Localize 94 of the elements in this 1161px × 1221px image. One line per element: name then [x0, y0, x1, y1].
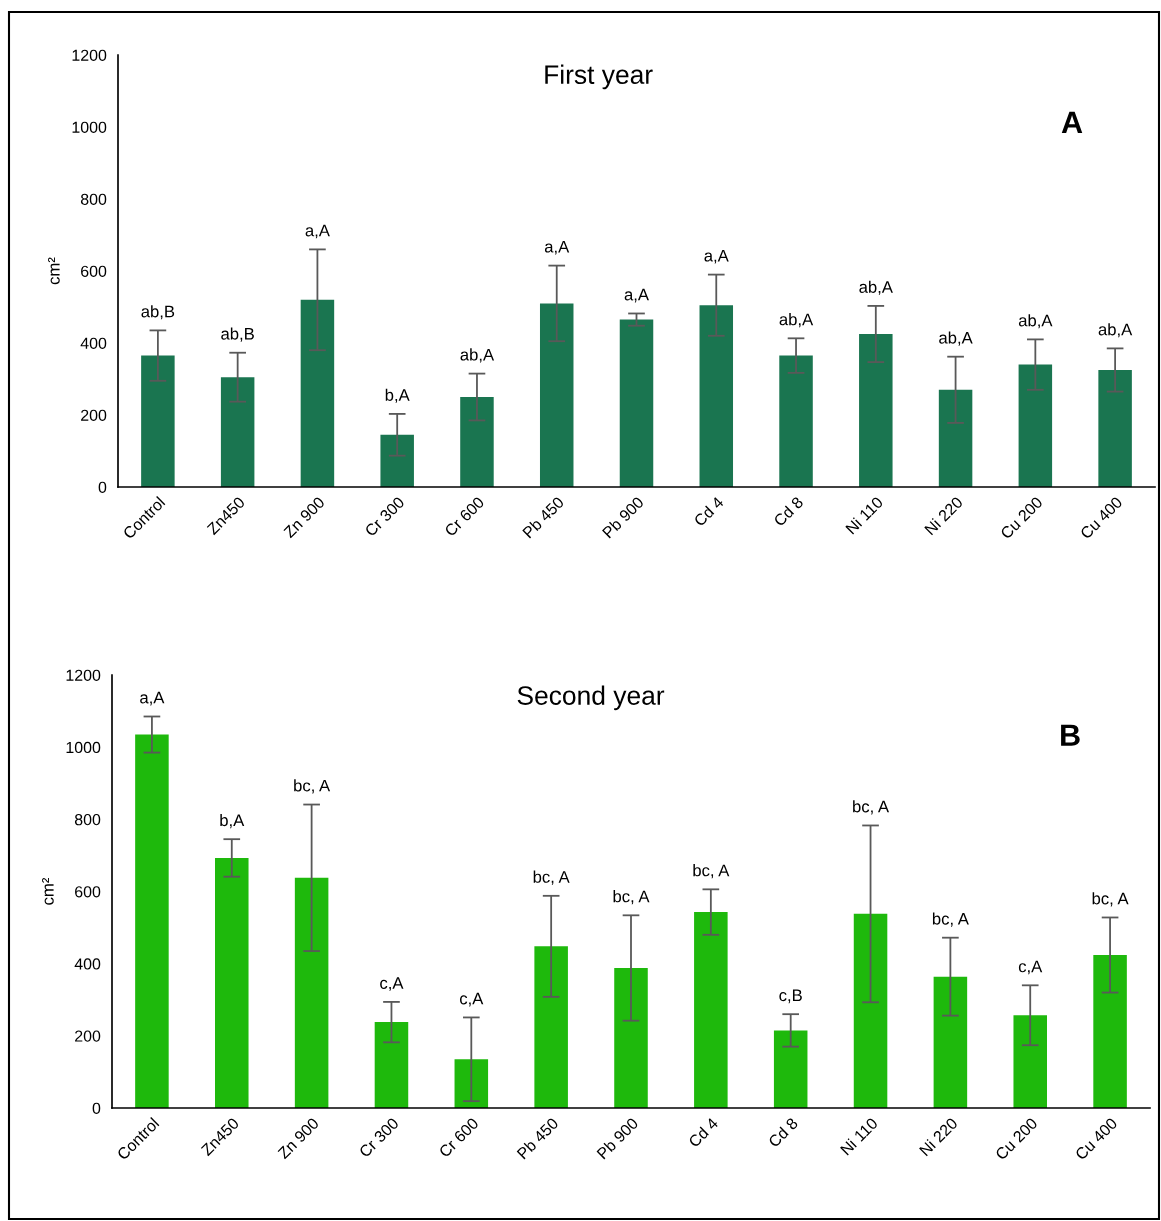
annotation: b,A — [385, 388, 410, 403]
bar — [933, 976, 968, 1108]
annotation: A — [1061, 111, 1083, 133]
annotation: bc, A — [613, 890, 650, 905]
y-tick-label: 800 — [80, 193, 107, 205]
y-axis-title: cm² — [48, 257, 60, 285]
bar — [374, 1022, 409, 1108]
bar — [938, 389, 973, 487]
bar — [773, 1030, 808, 1108]
bar — [460, 397, 494, 487]
annotation: bc, A — [533, 870, 570, 885]
bar — [699, 305, 734, 487]
chart-title: Second year — [517, 685, 665, 711]
bar — [1098, 370, 1132, 487]
annotation: ab,A — [1098, 323, 1133, 338]
y-axis-title: cm² — [42, 877, 54, 905]
x-tick-label: Cu 400 — [1074, 1117, 1118, 1161]
x-tick-label: Cd 8 — [767, 1116, 799, 1148]
annotation: ab,B — [221, 327, 254, 342]
annotation: ab,A — [779, 313, 814, 328]
annotation: ab,A — [859, 280, 893, 295]
bar — [1093, 955, 1127, 1108]
annotation: a,A — [305, 224, 330, 239]
x-tick-label: Cr 600 — [443, 496, 485, 537]
x-tick-label: Pb 450 — [516, 1116, 560, 1160]
annotation: c,A — [459, 992, 484, 1007]
annotation: c,A — [1018, 960, 1043, 975]
bar — [614, 968, 648, 1108]
annotation: ab,A — [1018, 314, 1053, 329]
bar — [619, 319, 654, 487]
annotation: bc, A — [294, 779, 331, 794]
annotation: a,A — [140, 691, 165, 706]
bar — [539, 303, 574, 487]
annotation: a,A — [624, 288, 649, 303]
bar — [1018, 364, 1053, 487]
annotation: bc, A — [853, 800, 890, 815]
bar — [779, 355, 813, 487]
y-tick-label: 200 — [75, 1030, 101, 1042]
bar — [1013, 1015, 1047, 1108]
bar — [135, 734, 169, 1108]
y-tick-label: 400 — [74, 958, 101, 970]
y-tick-label: 800 — [74, 813, 101, 826]
x-tick-label: Zn 900 — [277, 1117, 320, 1160]
bar — [454, 1059, 489, 1108]
annotation: b,A — [220, 813, 245, 829]
annotation: bc, A — [1092, 892, 1129, 907]
chart-title: First year — [545, 64, 653, 90]
x-tick-label: Cr 300 — [364, 496, 406, 537]
x-tick-label: Cd 4 — [692, 495, 725, 527]
annotation: a,A — [544, 240, 570, 255]
bar — [300, 299, 335, 487]
x-tick-label: Pb 900 — [596, 1116, 639, 1160]
x-tick-label: Cu 200 — [999, 496, 1044, 540]
x-tick-label: Cr 600 — [438, 1117, 480, 1158]
annotation: ab,B — [141, 305, 175, 320]
y-tick-label: 600 — [75, 886, 101, 898]
y-tick-label: 1200 — [66, 669, 101, 681]
bar — [141, 355, 175, 487]
y-tick-label: 400 — [80, 337, 107, 349]
bar — [859, 334, 893, 487]
annotation: bc, A — [932, 912, 969, 927]
bar — [853, 913, 888, 1108]
annotation: c,A — [380, 977, 404, 991]
y-tick-label: 0 — [92, 1102, 101, 1114]
y-tick-label: 200 — [81, 409, 107, 421]
x-tick-label: Pb 900 — [601, 495, 645, 539]
x-tick-label: Pb 450 — [521, 495, 565, 539]
bar — [380, 434, 414, 487]
annotation: c,B — [779, 989, 802, 1004]
annotation: bc, A — [693, 864, 730, 879]
y-tick-label: 0 — [98, 481, 107, 493]
annotation: ab,A — [460, 348, 495, 363]
bar — [294, 877, 329, 1108]
x-tick-label: Cu 200 — [994, 1117, 1039, 1161]
x-tick-label: Zn 900 — [282, 496, 326, 539]
annotation: ab,A — [939, 331, 973, 346]
bar — [534, 946, 568, 1108]
y-tick-label: 1200 — [72, 49, 107, 61]
bar — [694, 912, 728, 1108]
y-tick-label: 600 — [81, 265, 107, 277]
bar — [215, 857, 249, 1108]
x-tick-label: Ni 220 — [918, 1116, 959, 1157]
annotation: B — [1061, 724, 1080, 746]
x-tick-label: Cr 300 — [358, 1117, 400, 1158]
x-tick-label: Cu 400 — [1079, 496, 1123, 540]
x-tick-label: Cd 4 — [687, 1116, 719, 1148]
y-tick-label: 1000 — [66, 741, 101, 754]
x-tick-label: Cd 8 — [772, 495, 804, 527]
y-tick-label: 1000 — [72, 121, 107, 133]
x-tick-label: Ni 110 — [839, 1116, 879, 1156]
x-tick-label: Ni 110 — [844, 495, 884, 535]
bar — [220, 377, 255, 487]
annotation: a,A — [704, 249, 729, 264]
x-tick-label: Ni 220 — [923, 495, 964, 536]
